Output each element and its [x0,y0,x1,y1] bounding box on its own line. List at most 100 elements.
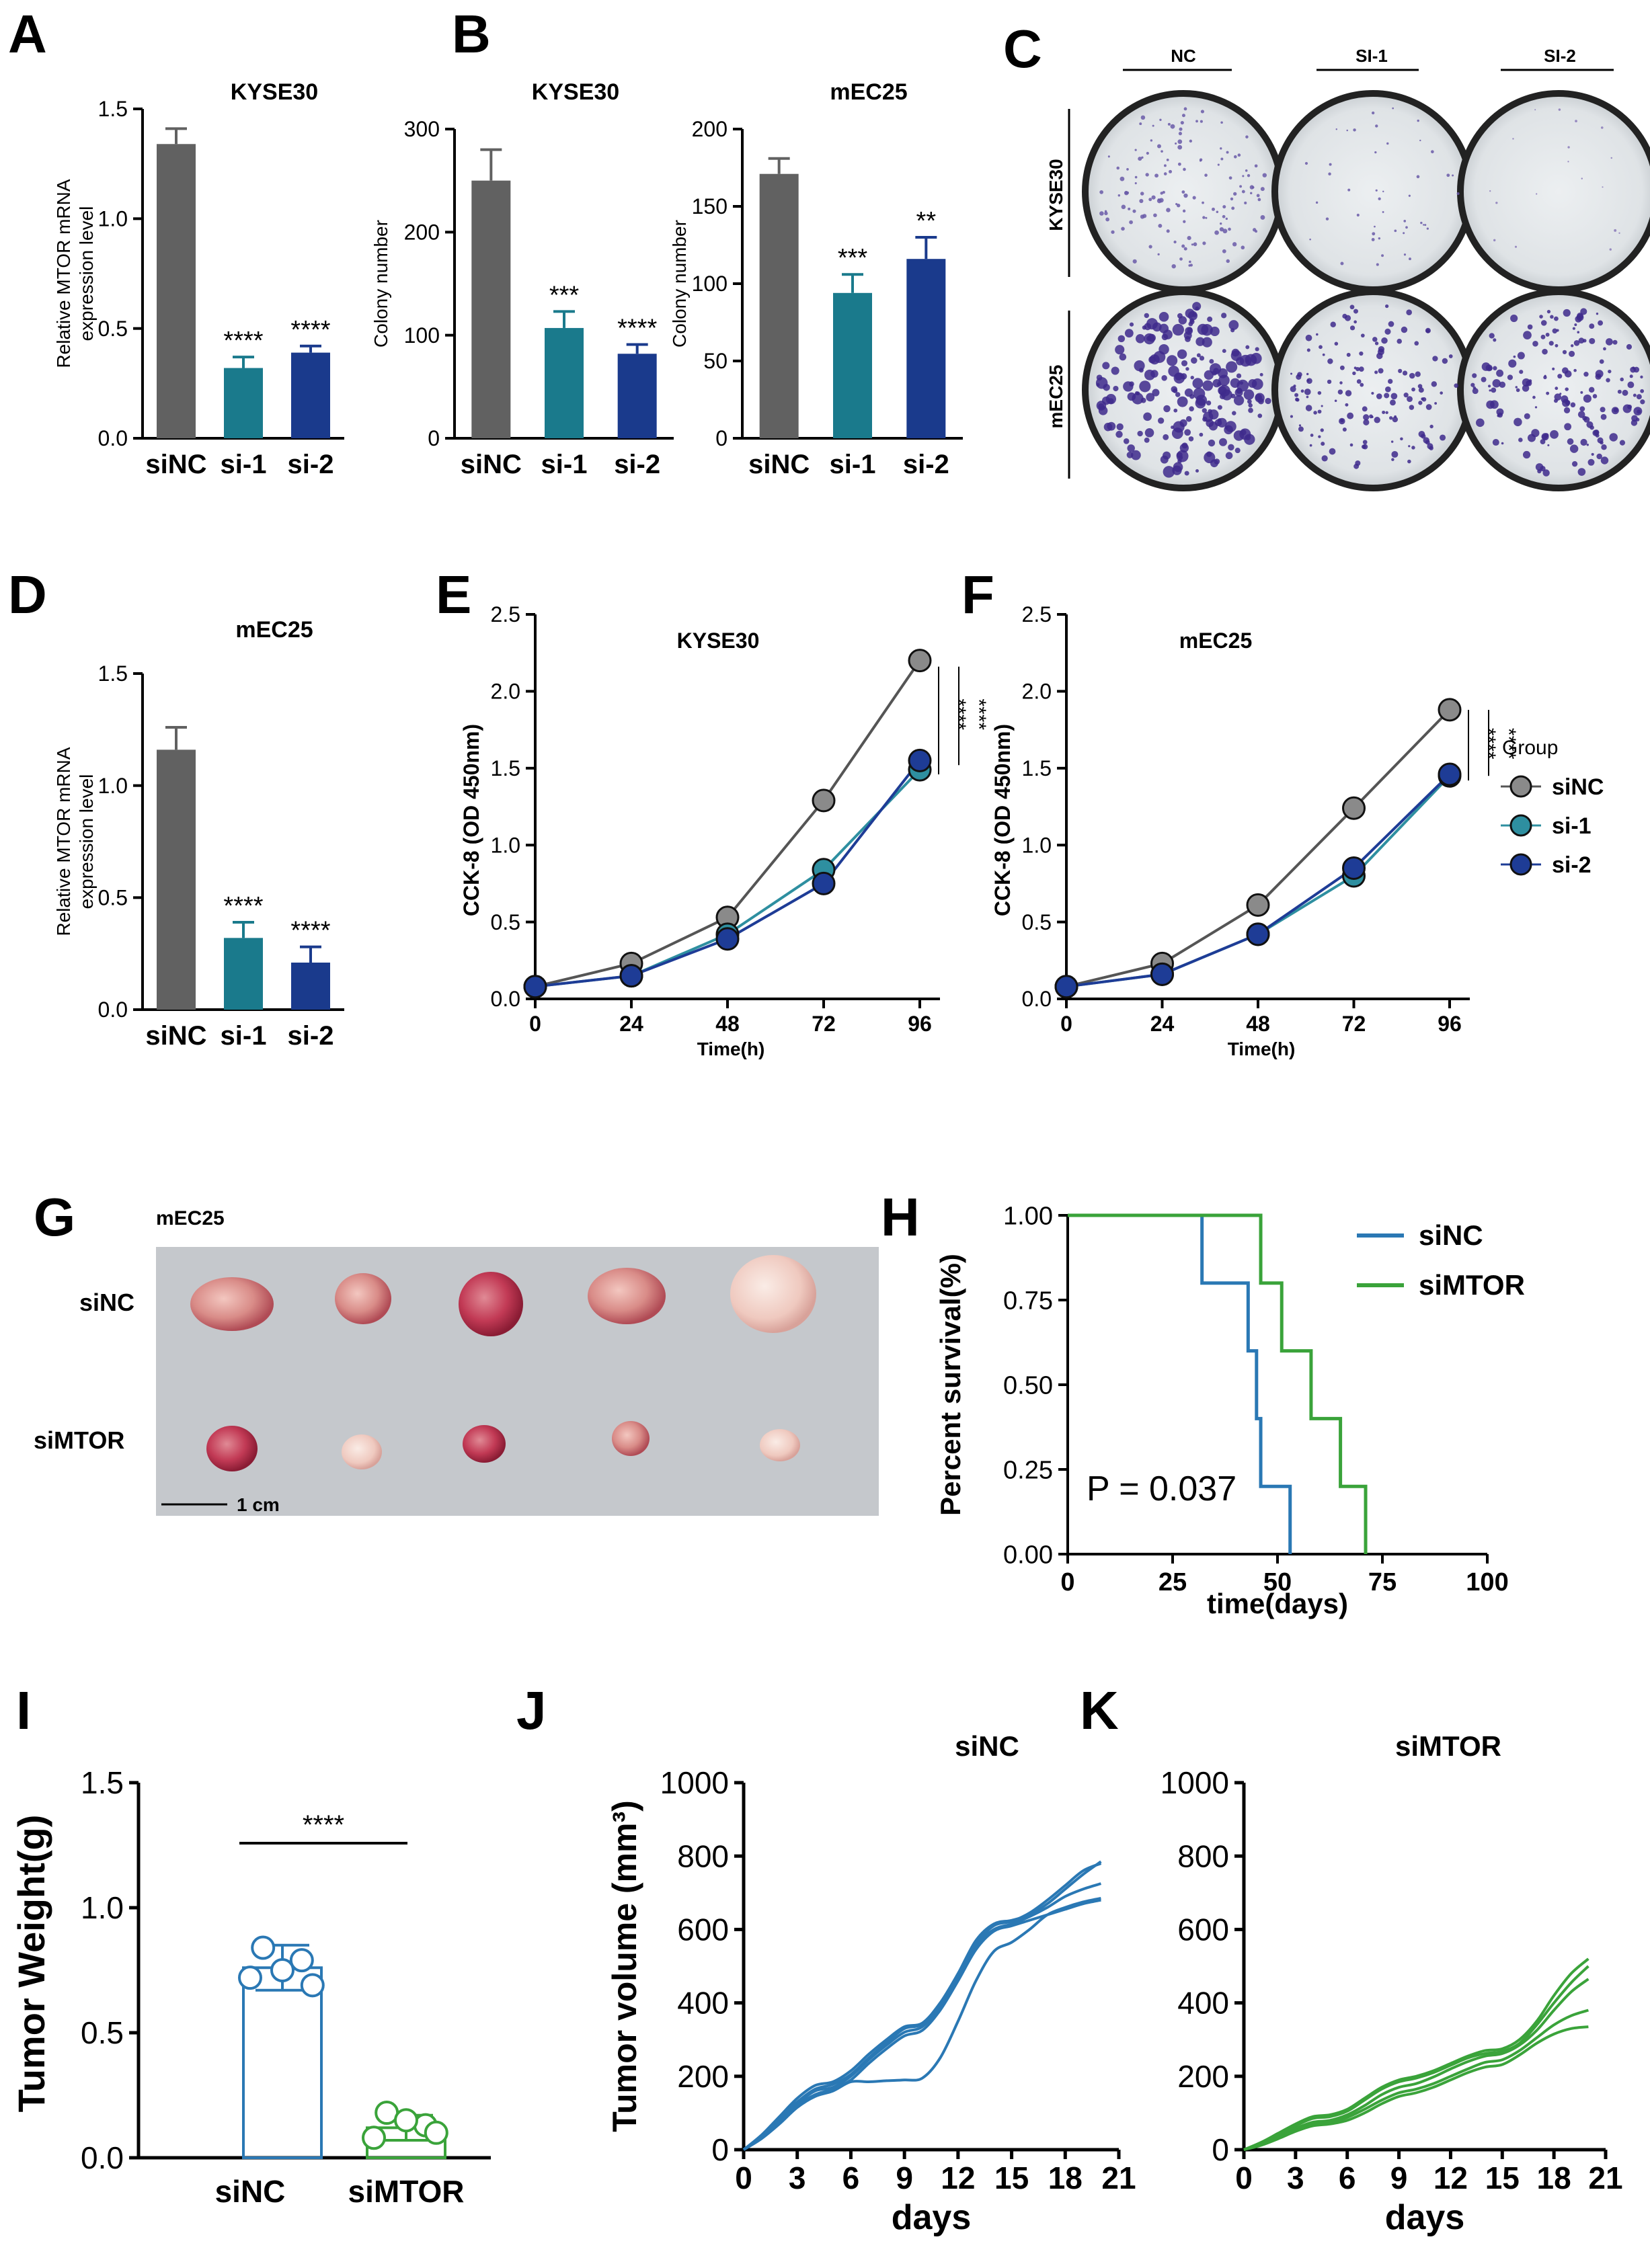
colony [1588,387,1595,393]
colony [1388,378,1393,384]
colony [1596,374,1601,378]
colony [1567,161,1569,163]
bar-si-1 [833,292,872,438]
colony [1141,156,1144,159]
colony [1187,236,1191,241]
colony [1105,217,1110,222]
colony [1228,227,1231,231]
x-tick-label: 3 [1287,2160,1304,2195]
colony [1232,242,1237,247]
colony [1589,337,1596,344]
colony [1257,398,1264,405]
colony [1378,237,1381,240]
colony [1403,232,1405,235]
colony [1129,220,1133,225]
y-tick-label: 0.50 [1003,1371,1053,1400]
colony [1305,405,1312,411]
colony [1225,452,1233,460]
y-axis-label-line1: Relative MTOR mRNA [53,747,74,936]
colony [1398,368,1403,373]
y-tick-label: 1000 [660,1765,729,1800]
colony [1178,316,1187,325]
growth-curve-mouse-4 [1243,2009,1589,2151]
y-tick-label: 0.0 [81,2140,124,2175]
colony [1254,164,1258,168]
colony [1322,353,1325,356]
colony [1432,356,1438,362]
colony [1181,114,1185,118]
colony [1618,232,1620,234]
colony [1401,326,1408,333]
colony [1472,388,1479,395]
colony [1251,186,1255,189]
colony [1472,373,1477,378]
photo-row-label-sinc: siNC [79,1289,134,1316]
significance-mark: ** [916,207,937,235]
colony [1563,309,1571,317]
colony [1534,406,1538,409]
tumor-sinc-1 [190,1277,274,1331]
colony [1144,333,1155,345]
colony [1495,202,1498,204]
tumor-sinc-4 [588,1268,666,1324]
colony [1163,434,1169,440]
legend-marker-si-1 [1509,814,1532,837]
x-axis-label: days [1385,2198,1465,2237]
colony [1378,368,1384,374]
chart-title: siMTOR [1395,1730,1501,1762]
colony [1536,193,1538,195]
colony [1245,354,1257,366]
colony [1353,463,1360,469]
series-line-si-1 [1066,774,1451,988]
colony [1573,368,1577,372]
chart-title: mEC25 [1179,629,1253,653]
colony [1137,430,1143,437]
y-tick-label: 1.0 [81,1890,124,1925]
colony [1150,370,1158,378]
x-tick-label: 15 [1485,2160,1520,2195]
colony [1206,451,1212,457]
colony [1217,163,1220,166]
colony [1188,436,1194,442]
colony [1374,341,1379,346]
colony [1230,197,1234,201]
y-tick-label: 0 [715,426,728,450]
colony [1603,347,1606,351]
x-tick-label: 72 [812,1012,836,1036]
colony [1313,411,1317,415]
colony [1581,177,1583,179]
colony [1570,344,1574,348]
colony [1230,378,1241,388]
y-tick-label: 1.5 [491,756,520,780]
colony [1362,406,1368,412]
colony [1233,395,1245,406]
x-tick-label: 24 [619,1012,643,1036]
chart-title: KYSE30 [532,79,619,105]
colony [1195,337,1205,346]
colony [1609,433,1618,442]
colony [1414,341,1419,346]
colony [1219,222,1222,225]
colony [1452,174,1454,177]
colony [1622,389,1628,396]
colony [1431,381,1438,387]
colony [1417,384,1423,389]
colony [1150,139,1153,142]
colony [1510,314,1518,323]
colony [1176,452,1183,458]
colony [1175,372,1183,380]
colony [1195,469,1200,473]
colony [1434,402,1438,405]
colony [1189,260,1191,264]
colony [1298,426,1304,432]
y-tick-label: 800 [677,1838,729,1873]
x-tick-label: 0 [1235,2160,1253,2195]
colony [1200,120,1203,123]
colony [1243,389,1255,400]
panel-letter-f: F [961,565,994,624]
colony [1255,347,1259,352]
panel-letter-c: C [1003,19,1042,79]
colony [1517,352,1525,360]
y-tick-label: 300 [404,117,440,141]
significance-mark: **** [290,917,330,945]
